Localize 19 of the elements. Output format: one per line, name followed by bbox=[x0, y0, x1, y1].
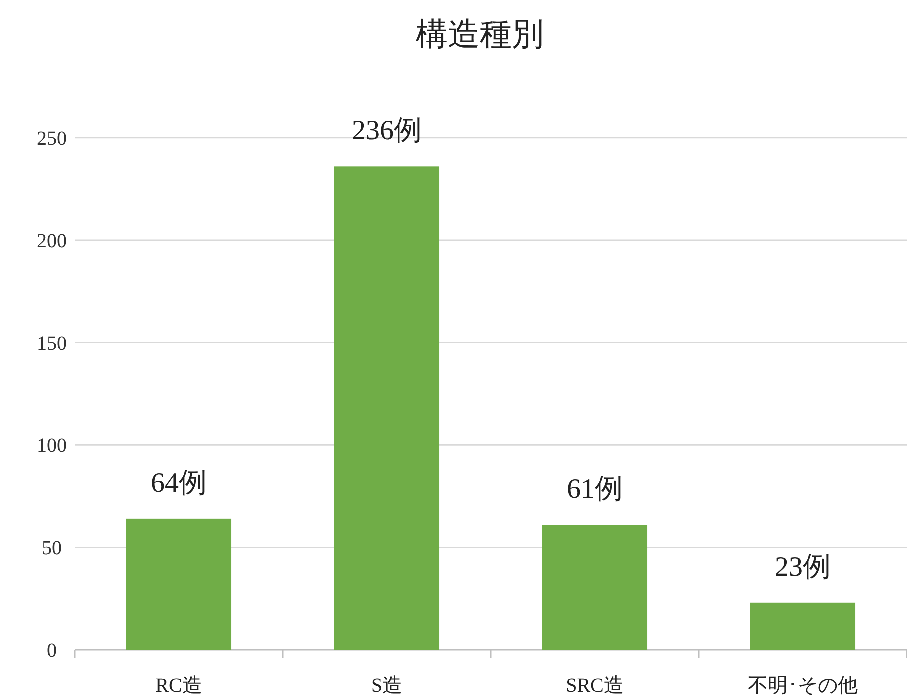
data-label: 61例 bbox=[567, 474, 623, 506]
x-tick-label: S造 bbox=[371, 675, 403, 697]
x-tick-label: 不明･その他 bbox=[748, 675, 858, 697]
x-tick-label: SRC造 bbox=[566, 675, 624, 697]
data-label: 64例 bbox=[151, 468, 207, 499]
bar bbox=[126, 518, 232, 650]
y-tick-label: 0 bbox=[47, 640, 57, 662]
y-tick-label: 50 bbox=[42, 538, 62, 560]
bar bbox=[542, 525, 648, 650]
bar bbox=[750, 602, 856, 650]
data-label: 236例 bbox=[352, 116, 422, 147]
bar bbox=[334, 166, 440, 650]
data-label: 23例 bbox=[775, 552, 831, 583]
x-tick-label: RC造 bbox=[156, 675, 202, 697]
y-tick-label: 100 bbox=[37, 435, 67, 458]
y-tick-label: 200 bbox=[37, 230, 67, 252]
y-tick-label: 150 bbox=[37, 332, 67, 355]
y-tick-label: 250 bbox=[37, 128, 67, 150]
chart-title: 構造種別 bbox=[416, 16, 544, 52]
